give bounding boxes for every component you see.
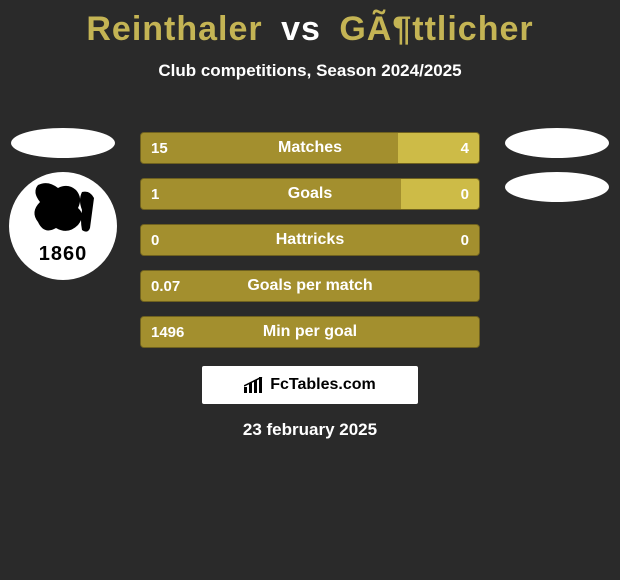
- bar-label: Goals: [141, 179, 479, 209]
- stat-bar: Min per goal1496: [140, 316, 480, 348]
- lion-icon: [28, 180, 98, 240]
- left-column: 1860: [8, 128, 118, 280]
- chart-icon: [244, 377, 264, 393]
- player1-flag: [11, 128, 115, 158]
- right-column: [502, 128, 612, 202]
- stat-bar: Goals per match0.07: [140, 270, 480, 302]
- stat-bar: Hattricks0 0: [140, 224, 480, 256]
- page-title: Reinthaler vs GÃ¶ttlicher: [0, 10, 620, 49]
- bar-value-left: 0: [151, 225, 159, 255]
- bar-value-left: 1496: [151, 317, 184, 347]
- title-vs: vs: [281, 10, 321, 48]
- subtitle: Club competitions, Season 2024/2025: [0, 61, 620, 81]
- bar-label: Min per goal: [141, 317, 479, 347]
- bar-label: Goals per match: [141, 271, 479, 301]
- title-player2: GÃ¶ttlicher: [339, 10, 533, 48]
- bar-value-left: 1: [151, 179, 159, 209]
- title-player1: Reinthaler: [86, 10, 262, 48]
- date-label: 23 february 2025: [0, 420, 620, 440]
- brand-box: FcTables.com: [202, 366, 418, 404]
- bar-label: Hattricks: [141, 225, 479, 255]
- bar-value-left: 0.07: [151, 271, 180, 301]
- bar-value-right: 4: [461, 133, 469, 163]
- stat-bar: Matches15 4: [140, 132, 480, 164]
- club-year: 1860: [39, 243, 88, 266]
- bar-value-right: 0: [461, 179, 469, 209]
- stat-bar: Goals1 0: [140, 178, 480, 210]
- brand-text: FcTables.com: [270, 376, 376, 394]
- bar-value-left: 15: [151, 133, 168, 163]
- comparison-bars: Matches154Goals10Hattricks00Goals per ma…: [140, 132, 480, 348]
- bar-label: Matches: [141, 133, 479, 163]
- bar-value-right: 0: [461, 225, 469, 255]
- player2-club-badge: [505, 172, 609, 202]
- player1-club-badge: 1860: [9, 172, 117, 280]
- player2-flag: [505, 128, 609, 158]
